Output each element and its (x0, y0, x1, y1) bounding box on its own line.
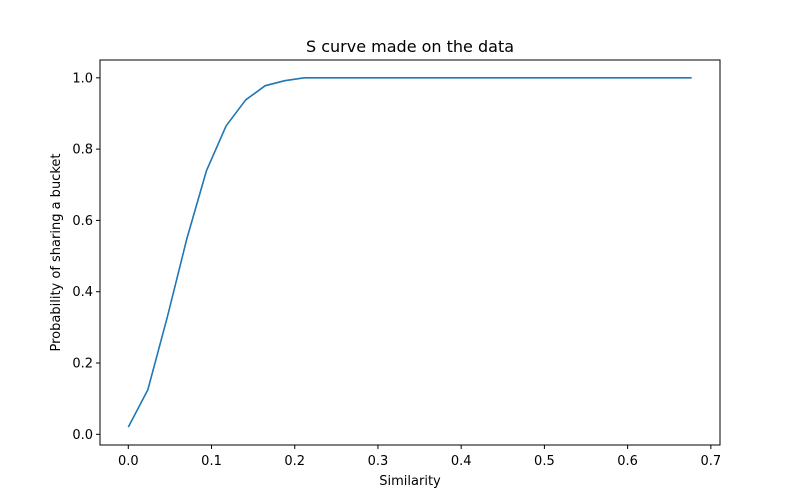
y-tick-label: 1.0 (72, 71, 93, 86)
x-tick-label: 0.3 (368, 454, 389, 469)
y-tick-label: 0.0 (72, 428, 93, 443)
x-tick-label: 0.7 (701, 454, 722, 469)
y-tick-label: 0.4 (72, 285, 93, 300)
x-tick-label: 0.6 (617, 454, 638, 469)
y-tick-label: 0.6 (72, 214, 93, 229)
x-tick-label: 0.0 (118, 454, 139, 469)
y-tick-label: 0.8 (72, 143, 93, 158)
x-tick-label: 0.4 (451, 454, 472, 469)
x-tick-label: 0.1 (201, 454, 222, 469)
x-axis: 0.0 0.1 0.2 0.3 0.4 0.5 0.6 0.7 (118, 445, 721, 469)
y-axis: 0.0 0.2 0.4 0.6 0.8 1.0 (72, 71, 100, 443)
plot-frame (99, 59, 721, 446)
x-tick-label: 0.5 (534, 454, 555, 469)
plot-area (127, 77, 692, 428)
y-tick-label: 0.2 (72, 357, 93, 372)
x-tick-label: 0.2 (284, 454, 305, 469)
series-line (127, 77, 692, 428)
chart-title: S curve made on the data (306, 37, 514, 56)
x-axis-label: Similarity (379, 474, 441, 489)
y-axis-label: Probability of sharing a bucket (49, 154, 64, 352)
